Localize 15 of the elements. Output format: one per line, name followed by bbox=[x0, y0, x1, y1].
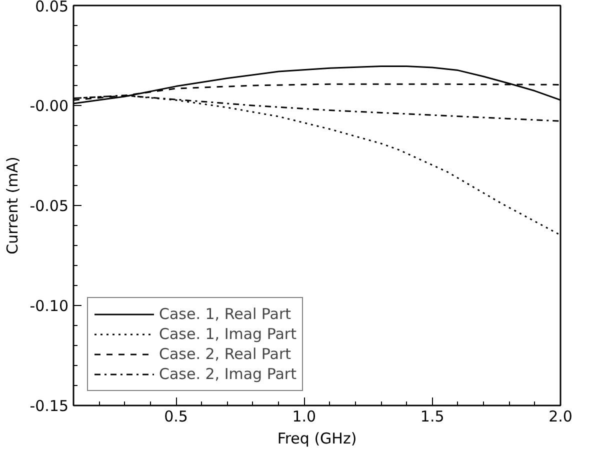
legend-label: Case. 2, Real Part bbox=[159, 345, 292, 363]
y-tick-label: -0.00 bbox=[30, 97, 68, 115]
x-axis-title: Freq (GHz) bbox=[277, 430, 357, 448]
y-tick-label: 0.05 bbox=[35, 0, 69, 16]
x-tick-label: 1.0 bbox=[292, 408, 316, 426]
legend-label: Case. 2, Imag Part bbox=[159, 365, 296, 383]
y-axis-title: Current (mA) bbox=[4, 156, 22, 254]
legend-label: Case. 1, Imag Part bbox=[159, 325, 296, 343]
y-tick-label: -0.10 bbox=[30, 297, 68, 315]
y-tick-label: -0.05 bbox=[30, 197, 68, 215]
x-tick-label: 0.5 bbox=[164, 408, 188, 426]
legend-label: Case. 1, Real Part bbox=[159, 305, 292, 323]
y-tick-label: -0.15 bbox=[30, 397, 68, 415]
x-tick-label: 2.0 bbox=[548, 408, 572, 426]
x-tick-label: 1.5 bbox=[420, 408, 444, 426]
